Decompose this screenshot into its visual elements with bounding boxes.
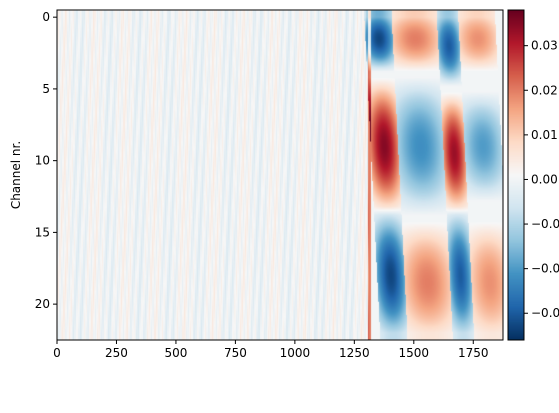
colorbar-tick-label: 0.02 [531, 83, 558, 97]
y-tick-label: 15 [35, 225, 50, 239]
heatmap-image [57, 10, 503, 340]
colorbar-axis: 0.03 0.02 0.01 0.00 −0.01 −0.02 −0.03 [524, 39, 559, 320]
heatmap-plot [56, 9, 504, 341]
colorbar-tick-label: −0.03 [531, 306, 559, 320]
y-tick-label: 20 [35, 297, 50, 311]
x-axis: 0 250 500 750 1000 1250 1500 1750 [53, 340, 489, 360]
colorbar-tick-label: 0.03 [531, 39, 558, 53]
y-tick-label: 0 [42, 10, 50, 24]
x-tick-label: 750 [224, 346, 247, 360]
plot-frame [56, 9, 504, 341]
colorbar-tick-label: −0.02 [531, 262, 559, 276]
colorbar-frame [507, 9, 525, 341]
x-tick-label: 1000 [280, 346, 311, 360]
y-axis-label: Channel nr. [9, 141, 23, 209]
colorbar-tick-label: −0.01 [531, 217, 559, 231]
x-tick-label: 1250 [339, 346, 370, 360]
y-axis: 0 5 10 15 20 [35, 10, 57, 311]
x-tick-label: 250 [105, 346, 128, 360]
colorbar-tick-label: 0.01 [531, 128, 558, 142]
y-tick-label: 10 [35, 154, 50, 168]
colorbar-gradient [508, 10, 524, 340]
y-tick-label: 5 [42, 82, 50, 96]
colorbar-tick-label: 0.00 [531, 172, 558, 186]
x-tick-label: 0 [53, 346, 61, 360]
x-tick-label: 500 [164, 346, 187, 360]
x-tick-label: 1750 [458, 346, 489, 360]
x-tick-label: 1500 [399, 346, 430, 360]
colorbar: 0.03 0.02 0.01 0.00 −0.01 −0.02 −0.03 [507, 9, 559, 341]
